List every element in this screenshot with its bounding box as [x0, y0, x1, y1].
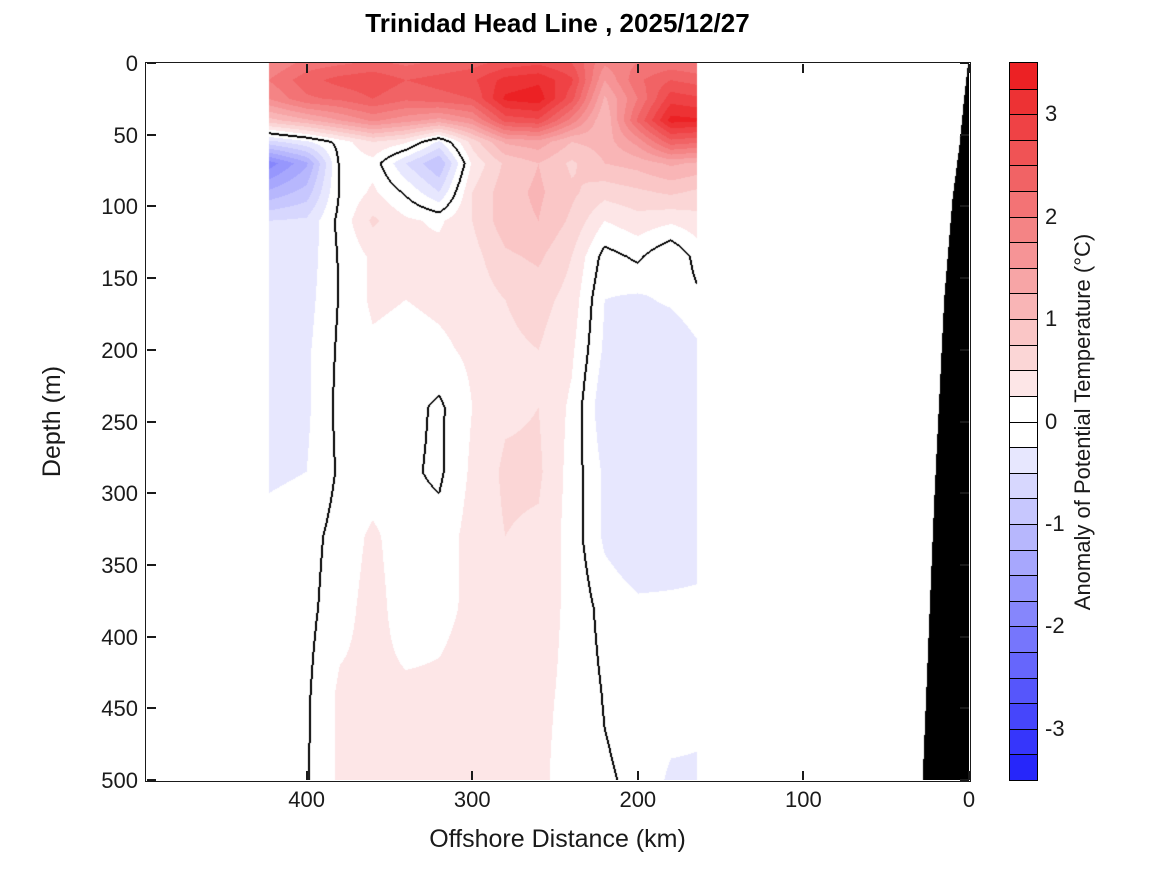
x-tick-mark — [636, 771, 639, 780]
colorbar-label: Anomaly of Potential Temperature (°C) — [1060, 63, 1106, 780]
y-axis-label-text: Depth (m) — [38, 365, 67, 478]
colorbar-segment — [1010, 395, 1037, 422]
y-tick-mark — [147, 563, 156, 566]
colorbar-segment — [1010, 114, 1037, 141]
colorbar-segment — [1010, 703, 1037, 730]
colorbar-segment — [1010, 728, 1037, 755]
colorbar-segment — [1010, 575, 1037, 602]
x-tick-mark — [305, 771, 308, 780]
y-tick-mark — [147, 779, 156, 781]
y-tick-mark — [147, 348, 156, 351]
colorbar-segment — [1010, 293, 1037, 320]
x-tick-mark-top — [471, 64, 474, 73]
y-tick-label: 100 — [101, 194, 138, 220]
colorbar-segment — [1010, 549, 1037, 576]
y-tick-mark-right — [960, 492, 969, 495]
colorbar-segment — [1010, 267, 1037, 294]
y-tick-label: 400 — [101, 624, 138, 650]
colorbar-segment — [1010, 447, 1037, 474]
colorbar-segment — [1010, 88, 1037, 115]
y-tick-mark — [147, 492, 156, 495]
colorbar-segment — [1010, 651, 1037, 679]
colorbar-segment — [1010, 677, 1037, 704]
y-tick-mark — [147, 707, 156, 710]
y-tick-mark — [147, 420, 156, 423]
x-tick-mark — [471, 771, 474, 780]
colorbar — [1009, 62, 1038, 781]
y-tick-mark — [147, 635, 156, 638]
colorbar-segment — [1010, 63, 1037, 90]
colorbar-tick-label: -2 — [1045, 613, 1065, 639]
y-tick-mark-right — [960, 277, 969, 280]
x-tick-label: 100 — [785, 787, 822, 812]
y-tick-mark-right — [960, 563, 969, 566]
contour-section-canvas — [146, 63, 969, 780]
colorbar-tick-label: 0 — [1045, 408, 1058, 434]
colorbar-segment — [1010, 370, 1037, 397]
y-tick-mark — [147, 133, 156, 136]
plot-title: Trinidad Head Line , 2025/12/27 — [365, 8, 750, 38]
colorbar-segment — [1010, 216, 1037, 243]
x-tick-label: 300 — [453, 787, 491, 812]
colorbar-segment — [1010, 626, 1037, 653]
y-tick-mark-right — [960, 420, 969, 423]
x-tick-mark-top — [636, 64, 639, 73]
colorbar-tick-label: 2 — [1045, 203, 1058, 229]
colorbar-tick-label: 3 — [1045, 101, 1058, 127]
y-tick-mark-right — [960, 707, 969, 710]
y-tick-mark — [147, 277, 156, 280]
y-tick-label: 350 — [101, 552, 138, 578]
y-tick-label: 50 — [113, 122, 138, 148]
x-tick-mark-top — [968, 64, 970, 73]
y-tick-label: 200 — [101, 337, 138, 363]
x-axis-label: Offshore Distance (km) — [429, 825, 686, 853]
y-tick-label: 300 — [101, 481, 138, 507]
x-tick-mark — [968, 771, 970, 780]
colorbar-tick-label: -3 — [1045, 715, 1065, 741]
colorbar-segment — [1010, 421, 1037, 448]
y-tick-label: 500 — [101, 768, 138, 793]
y-tick-mark-right — [960, 779, 969, 781]
colorbar-segment — [1010, 191, 1037, 218]
colorbar-segment — [1010, 754, 1037, 781]
colorbar-tick-label: 1 — [1045, 306, 1058, 332]
colorbar-segment — [1010, 319, 1037, 346]
y-tick-label: 0 — [125, 51, 138, 76]
y-tick-mark-right — [960, 133, 969, 136]
x-tick-label: 200 — [619, 787, 657, 812]
colorbar-segment — [1010, 600, 1037, 627]
colorbar-segment — [1010, 242, 1037, 269]
colorbar-segment — [1010, 523, 1037, 551]
x-tick-mark-top — [802, 64, 805, 73]
colorbar-segment — [1010, 498, 1037, 525]
colorbar-label-text: Anomaly of Potential Temperature (°C) — [1070, 233, 1096, 610]
y-tick-mark — [147, 62, 156, 64]
y-tick-label: 150 — [101, 266, 138, 292]
y-tick-mark-right — [960, 635, 969, 638]
x-tick-mark — [802, 771, 805, 780]
y-axis-label: Depth (m) — [34, 63, 72, 780]
y-tick-mark-right — [960, 205, 969, 208]
colorbar-segment — [1010, 344, 1037, 371]
colorbar-segment — [1010, 165, 1037, 192]
y-tick-label: 250 — [101, 409, 138, 435]
y-tick-mark-right — [960, 348, 969, 351]
x-tick-label: 0 — [962, 787, 976, 812]
y-tick-mark-right — [960, 62, 969, 64]
colorbar-segment — [1010, 139, 1037, 166]
x-tick-label: 400 — [288, 787, 325, 812]
y-tick-label: 450 — [101, 696, 138, 722]
x-tick-mark-top — [305, 64, 308, 73]
colorbar-segment — [1010, 472, 1037, 499]
y-tick-mark — [147, 205, 156, 208]
colorbar-tick-label: -1 — [1045, 510, 1065, 536]
